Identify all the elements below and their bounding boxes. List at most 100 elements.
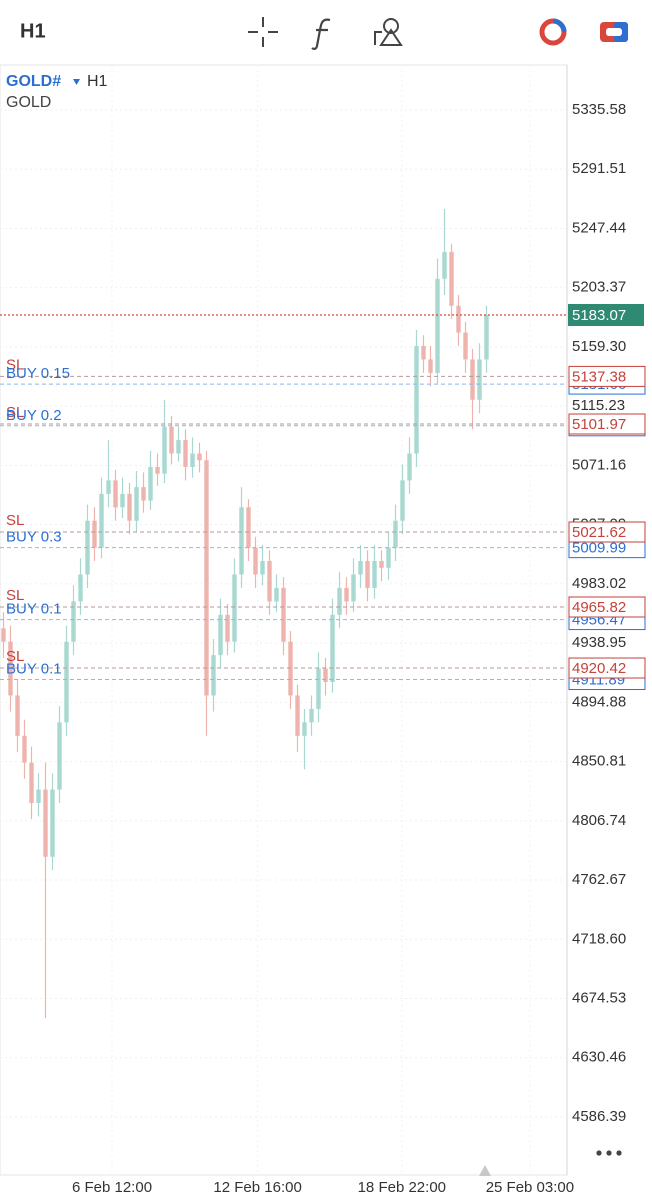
stop-loss-box bbox=[568, 596, 646, 618]
stop-loss-label: SL bbox=[6, 404, 24, 421]
candle-body bbox=[162, 426, 167, 474]
candle-body bbox=[260, 561, 265, 575]
more-button[interactable] bbox=[596, 1150, 622, 1156]
stop-loss-price: 4965.82 bbox=[572, 599, 626, 616]
current-price-box bbox=[568, 303, 644, 326]
candle-body bbox=[351, 574, 356, 602]
candle-body bbox=[1, 628, 6, 642]
x-tick-label: 25 Feb 03:00 bbox=[486, 1179, 574, 1196]
indicators-icon[interactable] bbox=[311, 18, 331, 50]
stop-loss-price: 5021.62 bbox=[572, 524, 626, 541]
y-tick-label: 4850.81 bbox=[572, 753, 626, 770]
x-tick-label: 12 Feb 16:00 bbox=[213, 1179, 301, 1196]
candle-body bbox=[36, 789, 41, 804]
stop-loss-label: SL bbox=[6, 648, 24, 665]
symbol-dropdown[interactable] bbox=[73, 79, 80, 85]
candle-body bbox=[274, 587, 279, 602]
candle-body bbox=[323, 668, 328, 683]
candle-body bbox=[302, 722, 307, 736]
candle-body bbox=[477, 359, 482, 400]
candle-body bbox=[169, 426, 174, 454]
candle-body bbox=[358, 561, 363, 575]
stop-loss-label: SL bbox=[6, 356, 24, 373]
y-tick-label: 4586.39 bbox=[572, 1108, 626, 1125]
candle-body bbox=[92, 520, 97, 548]
candle-body bbox=[372, 561, 377, 588]
candle-body bbox=[232, 574, 237, 642]
candle-body bbox=[470, 359, 475, 400]
x-tick-label: 18 Feb 22:00 bbox=[358, 1179, 446, 1196]
candle-body bbox=[407, 453, 412, 481]
candle-body bbox=[316, 668, 321, 709]
chart-timeframe: H1 bbox=[87, 73, 108, 90]
candle-body bbox=[120, 493, 125, 508]
candle-body bbox=[435, 278, 440, 373]
candle-body bbox=[148, 466, 153, 501]
candle-body bbox=[386, 547, 391, 568]
candle-body bbox=[330, 614, 335, 683]
y-tick-label: 5291.51 bbox=[572, 160, 626, 177]
candle-body bbox=[344, 587, 349, 602]
y-tick-label: 5071.16 bbox=[572, 456, 626, 473]
candle-body bbox=[29, 762, 34, 804]
y-tick-label: 4983.02 bbox=[572, 575, 626, 592]
toolbar: H1 bbox=[20, 17, 628, 50]
y-tick-label: 4762.67 bbox=[572, 871, 626, 888]
y-tick-label: 4806.74 bbox=[572, 812, 626, 829]
candle-body bbox=[239, 507, 244, 575]
candle-body bbox=[484, 314, 489, 360]
candle-body bbox=[134, 487, 139, 521]
objects-icon[interactable] bbox=[374, 18, 403, 46]
buy-label: BUY 0.1 bbox=[6, 660, 62, 677]
candle-body bbox=[71, 601, 76, 642]
candle-body bbox=[463, 332, 468, 360]
candle-body bbox=[288, 641, 293, 696]
candle-body bbox=[218, 614, 223, 656]
scroll-marker[interactable] bbox=[479, 1165, 491, 1176]
candle-body bbox=[57, 722, 62, 790]
stop-loss-price: 5137.38 bbox=[572, 368, 626, 385]
candle-body bbox=[337, 587, 342, 615]
buy-label: BUY 0.3 bbox=[6, 529, 62, 546]
candle-body bbox=[428, 359, 433, 373]
chart: GOLD# H1 GOLD 5335.58 5291.51 5247.44 5203.… bbox=[0, 64, 646, 1196]
buy-label: BUY 0.2 bbox=[6, 407, 62, 424]
trade-icon[interactable] bbox=[539, 18, 567, 46]
buy-price: 5009.99 bbox=[572, 540, 626, 557]
stop-loss-label: SL bbox=[6, 587, 24, 604]
candle-body bbox=[8, 641, 13, 696]
buy-label: BUY 0.1 bbox=[6, 601, 62, 618]
candle-body bbox=[176, 440, 181, 454]
stop-loss-box bbox=[568, 413, 646, 435]
candle-body bbox=[99, 493, 104, 548]
x-tick-label: 6 Feb 12:00 bbox=[72, 1179, 152, 1196]
current-price: 5183.07 bbox=[572, 307, 626, 324]
candle-body bbox=[379, 561, 384, 568]
candle-body bbox=[414, 346, 419, 454]
candle-body bbox=[295, 695, 300, 736]
candle-body bbox=[400, 480, 405, 521]
candle-body bbox=[253, 547, 258, 575]
candle-body bbox=[211, 655, 216, 696]
y-tick-label: 4718.60 bbox=[572, 930, 626, 947]
timeframe-button[interactable]: H1 bbox=[20, 20, 46, 42]
symbol[interactable]: GOLD# bbox=[6, 73, 61, 90]
candle-body bbox=[442, 251, 447, 279]
candle-body bbox=[365, 561, 370, 588]
candle-body bbox=[225, 614, 230, 642]
stop-loss-box bbox=[568, 657, 646, 679]
candle-body bbox=[421, 346, 426, 360]
stop-loss-box bbox=[568, 521, 646, 543]
candle-body bbox=[204, 460, 209, 696]
crosshair-icon[interactable] bbox=[248, 17, 278, 47]
candle-body bbox=[106, 480, 111, 494]
candle-body bbox=[281, 587, 286, 642]
stop-loss-price: 4920.42 bbox=[572, 660, 626, 677]
candle-body bbox=[141, 487, 146, 501]
candle-body bbox=[190, 453, 195, 467]
candle-body bbox=[78, 574, 83, 602]
candle-body bbox=[50, 789, 55, 857]
account-icon[interactable] bbox=[600, 22, 628, 42]
